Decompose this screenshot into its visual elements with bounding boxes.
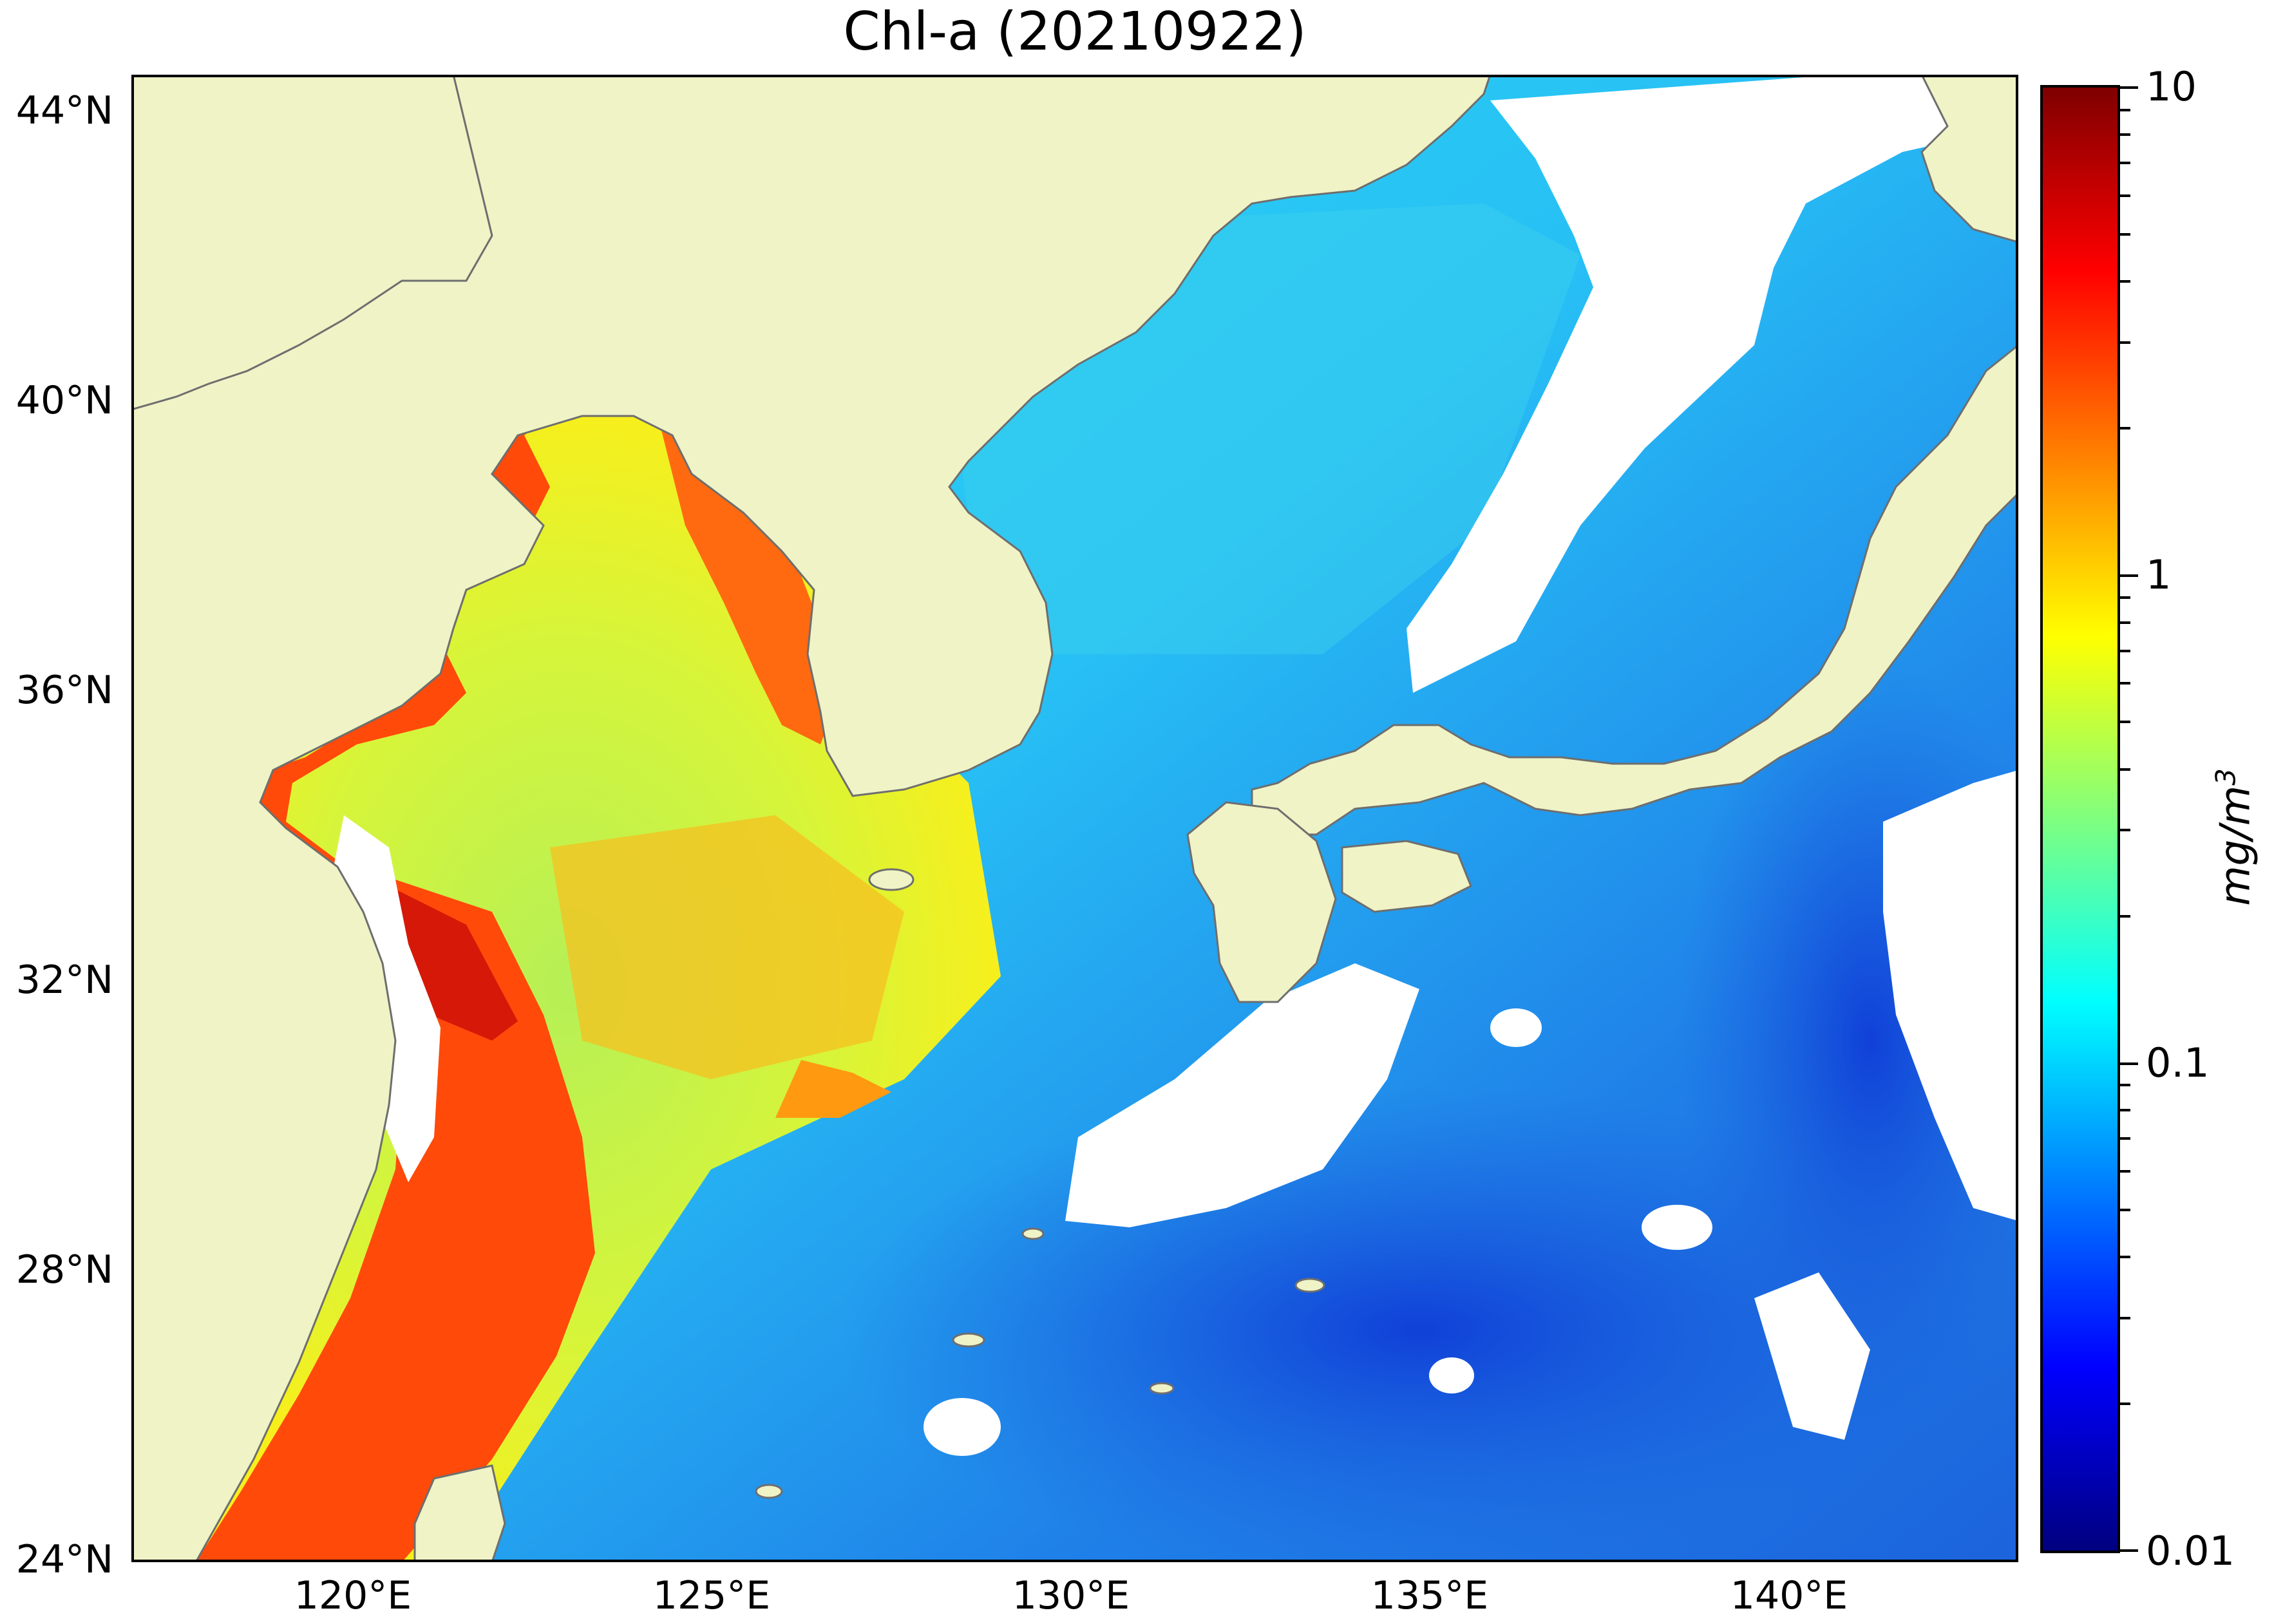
lat-label-28n: 28°N: [15, 1247, 113, 1292]
colorbar-minor-tick: [2120, 1402, 2130, 1405]
colorbar-label-10: 10: [2146, 63, 2197, 110]
lat-label-44n: 44°N: [15, 88, 113, 133]
colorbar-minor-tick: [2120, 133, 2130, 136]
lat-label-32n: 32°N: [15, 958, 113, 1003]
colorbar-minor-tick: [2120, 1137, 2130, 1140]
map-frame-border: [131, 75, 2018, 1562]
colorbar-minor-tick: [2120, 427, 2130, 430]
colorbar-minor-tick: [2120, 1084, 2130, 1086]
colorbar-minor-tick: [2120, 1256, 2130, 1258]
map-title: Chl-a (20210922): [843, 1, 1307, 62]
lon-label-140e: 140°E: [1730, 1573, 1848, 1618]
lat-label-24n: 24°N: [15, 1537, 113, 1582]
colorbar-minor-tick: [2120, 768, 2130, 771]
chlorophyll-map: [131, 75, 2018, 1562]
colorbar-tick-0.1: [2120, 1062, 2138, 1065]
lon-label-125e: 125°E: [652, 1573, 771, 1618]
colorbar-minor-tick: [2120, 280, 2130, 283]
colorbar-minor-tick: [2120, 233, 2130, 236]
colorbar-minor-tick: [2120, 621, 2130, 624]
colorbar-tick-1: [2120, 574, 2138, 577]
colorbar-minor-tick: [2120, 109, 2130, 111]
colorbar-unit-main: mg/m: [2212, 785, 2260, 906]
colorbar-minor-tick: [2120, 682, 2130, 685]
colorbar-minor-tick: [2120, 1209, 2130, 1211]
lon-label-135e: 135°E: [1370, 1573, 1489, 1618]
land: [131, 75, 2018, 1562]
lat-label-36n: 36°N: [15, 668, 113, 713]
colorbar-minor-tick: [2120, 596, 2130, 599]
colorbar: [2040, 85, 2120, 1553]
colorbar-minor-tick: [2120, 829, 2130, 831]
colorbar-minor-tick: [2120, 1170, 2130, 1173]
colorbar-minor-tick: [2120, 1317, 2130, 1319]
colorbar-minor-tick: [2120, 194, 2130, 197]
colorbar-unit: mg/m3: [2210, 768, 2259, 906]
colorbar-label-0.01: 0.01: [2146, 1527, 2235, 1574]
colorbar-tick-10: [2120, 86, 2138, 89]
colorbar-minor-tick: [2120, 341, 2130, 344]
colorbar-minor-tick: [2120, 721, 2130, 723]
lon-label-120e: 120°E: [294, 1573, 412, 1618]
colorbar-tick-0.01: [2120, 1549, 2138, 1552]
colorbar-unit-exponent: 3: [2210, 768, 2242, 786]
lon-label-130e: 130°E: [1012, 1573, 1130, 1618]
colorbar-minor-tick: [2120, 915, 2130, 918]
lat-label-40n: 40°N: [15, 378, 113, 423]
colorbar-label-0.1: 0.1: [2146, 1039, 2210, 1086]
colorbar-minor-tick: [2120, 162, 2130, 164]
colorbar-minor-tick: [2120, 1109, 2130, 1111]
colorbar-label-1: 1: [2146, 551, 2172, 598]
colorbar-minor-tick: [2120, 650, 2130, 652]
